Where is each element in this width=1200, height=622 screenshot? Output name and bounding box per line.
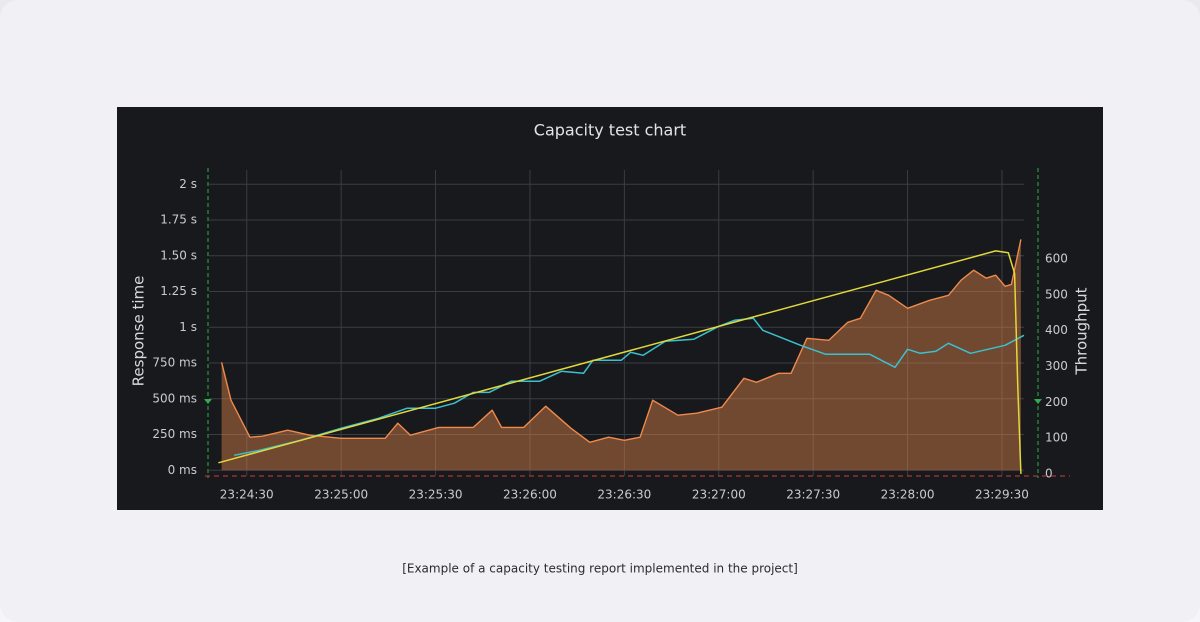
x-tick-label: 23:28:00 [881, 488, 935, 502]
x-tick-label: 23:27:00 [692, 488, 746, 502]
x-tick-label: 23:26:30 [597, 488, 651, 502]
y2-tick-label: 0 [1045, 466, 1053, 480]
line [234, 317, 1025, 457]
y-tick-label: 2 s [179, 177, 197, 191]
y2-tick-label: 600 [1045, 252, 1068, 266]
chart-panel [117, 107, 1103, 510]
x-tick-label: 23:25:30 [409, 488, 463, 502]
y-tick-label: 1.75 s [160, 213, 197, 227]
y-tick-label: 0 ms [168, 463, 197, 477]
area [221, 239, 1021, 471]
y-tick-label: 750 ms [152, 356, 197, 370]
plot: 0 ms 250 ms 500 ms 750 ms 1 s 1.25 s 1.50 s 1.7… [152, 170, 1068, 502]
y-tick-label: 1 s [179, 320, 197, 334]
y2-axis-title: Throughput [1073, 287, 1091, 375]
range-handle [1034, 399, 1042, 404]
line [218, 250, 1022, 474]
y2-tick-label: 100 [1045, 431, 1068, 445]
x-tick-label: 23:27:30 [786, 488, 840, 502]
y-tick-label: 1.50 s [160, 248, 197, 262]
line [220, 239, 1022, 443]
y2-tick-label: 300 [1045, 359, 1068, 373]
y2-tick-label: 200 [1045, 395, 1068, 409]
caption: [Example of a capacity testing report im… [402, 562, 798, 576]
y-tick-label: 250 ms [152, 427, 197, 441]
x-tick-label: 23:24:30 [220, 488, 274, 502]
range-handle [204, 399, 212, 404]
x-tick-label: 23:25:00 [314, 488, 368, 502]
y-tick-label: 1.25 s [160, 284, 197, 298]
y2-tick-label: 500 [1045, 287, 1068, 301]
y-tick-label: 500 ms [152, 391, 197, 405]
chart-title: Capacity test chart [534, 121, 686, 140]
x-tick-label: 23:26:00 [503, 488, 557, 502]
x-tick-label: 23:29:30 [975, 488, 1029, 502]
y-axis-title: Response time [130, 276, 148, 387]
y2-tick-label: 400 [1045, 323, 1068, 337]
